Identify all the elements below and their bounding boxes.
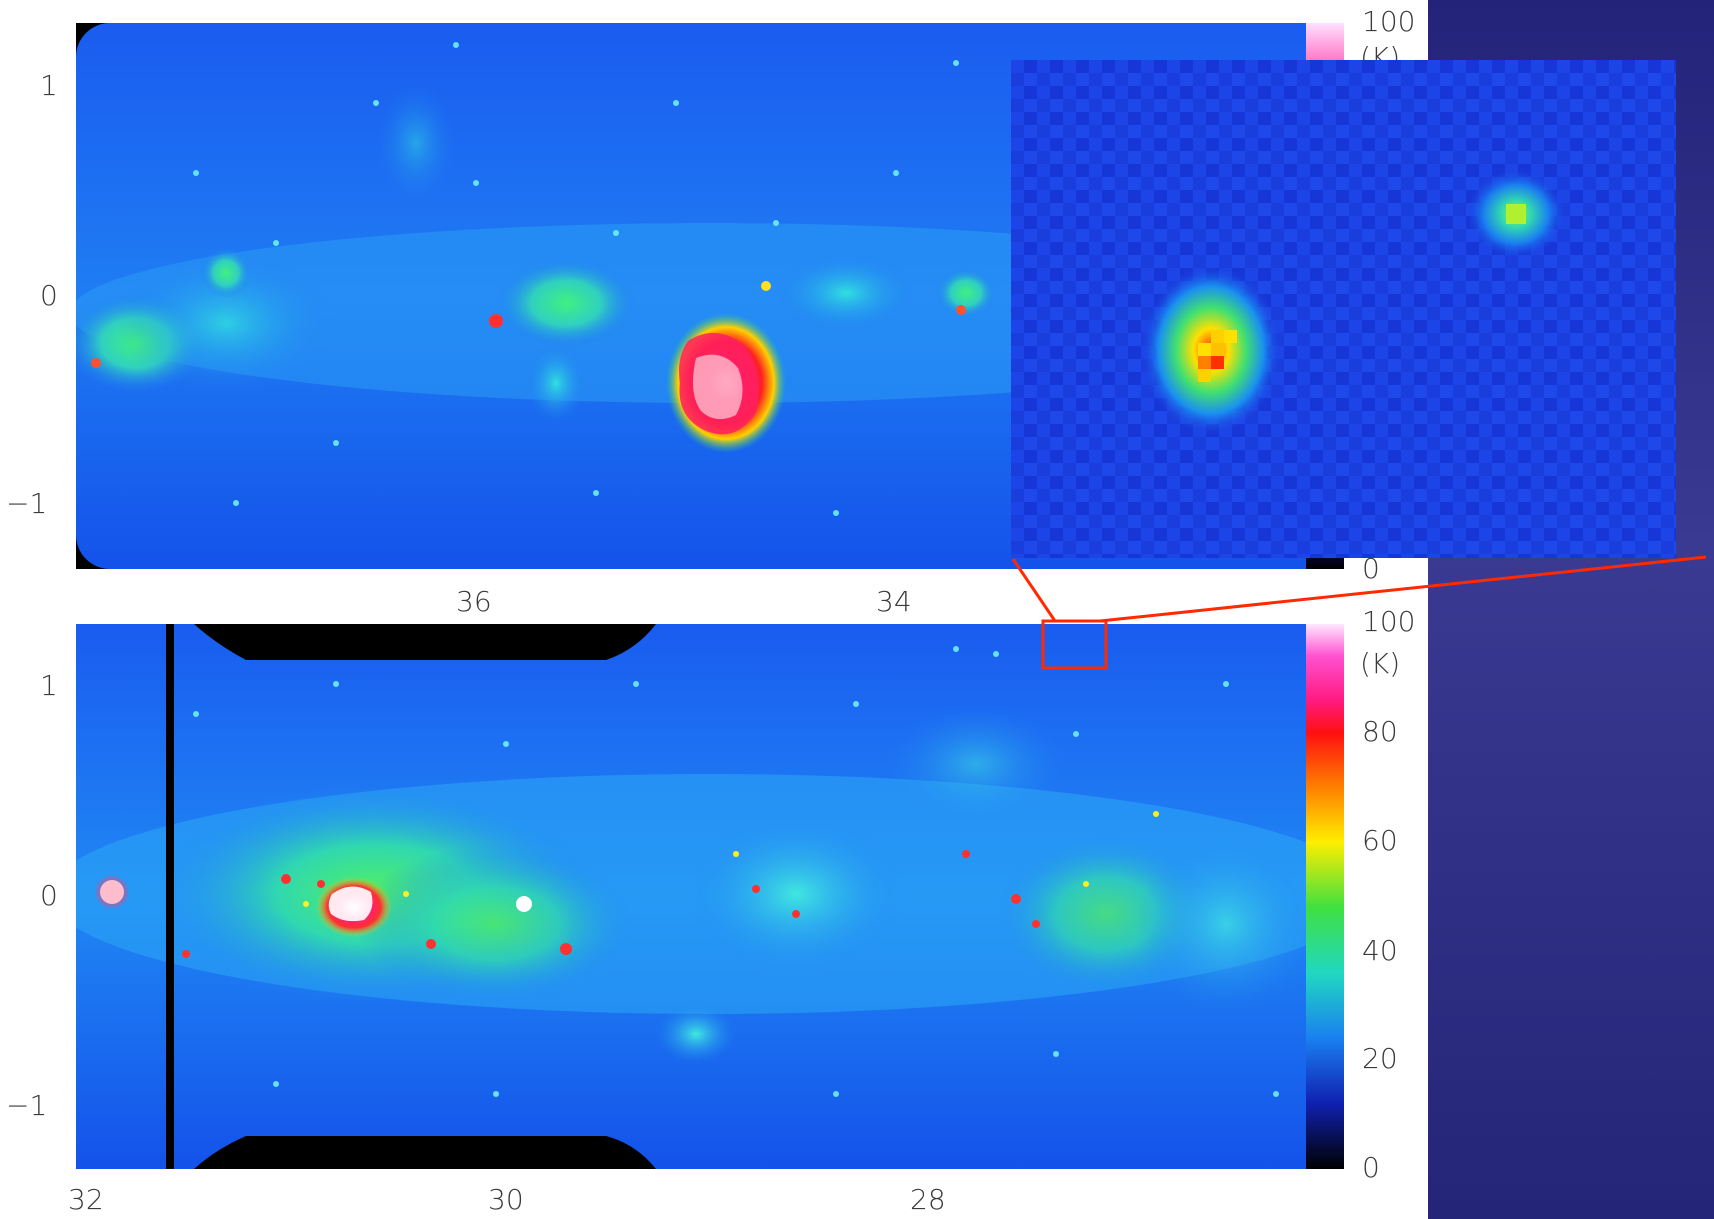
bottom-x-tick-28: 28 [910, 1183, 946, 1216]
top-y-tick-0: 0 [40, 279, 58, 312]
connector-line-right [1099, 555, 1707, 623]
zoom-inset [1011, 60, 1676, 558]
bottom-colorbar-label-0: 0 [1362, 1151, 1380, 1184]
top-x-tick-34: 34 [876, 585, 912, 618]
bottom-colorbar-unit-label: (K) [1360, 647, 1401, 680]
bottom-y-tick-0: 0 [40, 879, 58, 912]
zoom-box [1041, 619, 1108, 670]
zoom-inset-image [1011, 60, 1676, 558]
bottom-colorbar-label-100: 100 [1362, 605, 1416, 638]
bottom-map-image [76, 624, 1344, 1169]
bottom-y-tick-minus-1: −1 [6, 1089, 48, 1122]
top-colorbar-max-label: 100 [1362, 5, 1416, 38]
top-y-tick-minus-1: −1 [6, 487, 48, 520]
bottom-y-tick-1: 1 [40, 669, 58, 702]
bottom-x-tick-30: 30 [488, 1183, 524, 1216]
bottom-x-tick-32: 32 [68, 1183, 104, 1216]
bottom-colorbar [1306, 624, 1344, 1169]
connector-line-left [1011, 558, 1057, 622]
top-y-tick-1: 1 [40, 69, 58, 102]
bottom-colorbar-label-20: 20 [1362, 1042, 1398, 1075]
bottom-colorbar-label-60: 60 [1362, 824, 1398, 857]
bottom-colorbar-label-80: 80 [1362, 715, 1398, 748]
top-colorbar-min-label: 0 [1362, 552, 1380, 585]
bottom-map [76, 624, 1344, 1169]
bottom-colorbar-label-40: 40 [1362, 934, 1398, 967]
top-x-tick-36: 36 [456, 585, 492, 618]
